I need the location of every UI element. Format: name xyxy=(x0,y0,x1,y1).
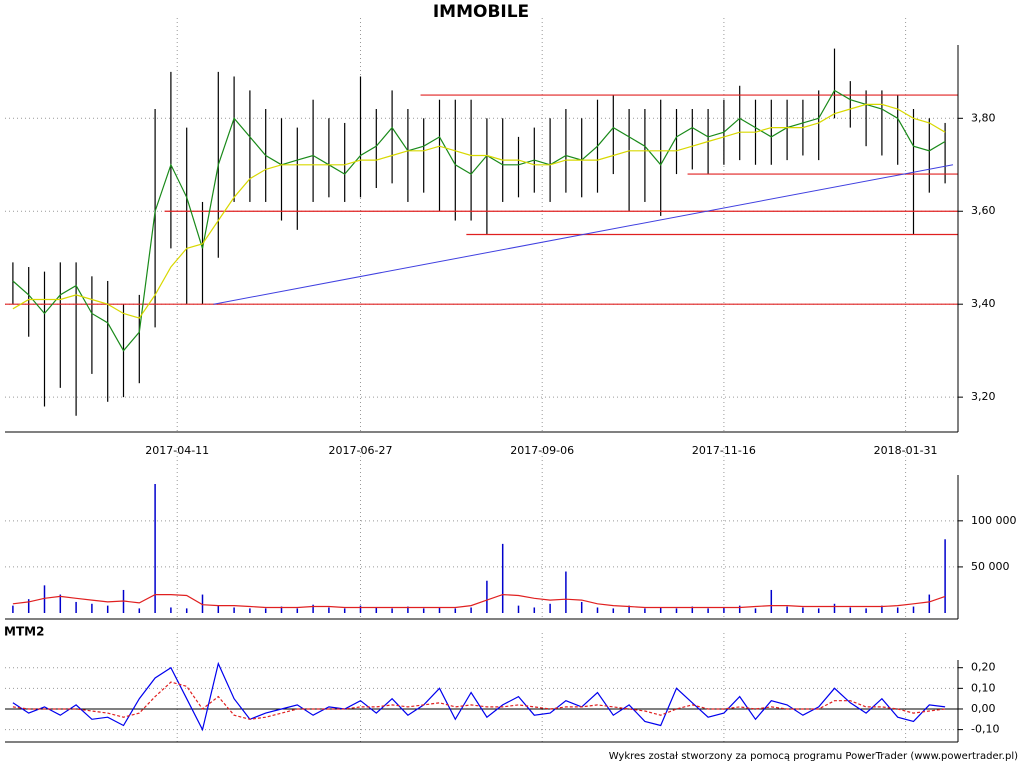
panel-title: MTM2 xyxy=(4,625,44,639)
trend-line xyxy=(213,164,954,305)
y-tick-label: 50 000 xyxy=(971,560,1010,573)
y-tick-label: 3,20 xyxy=(971,390,996,403)
y-tick-label: 3,60 xyxy=(971,204,996,217)
x-tick-label: 2017-04-11 xyxy=(145,444,209,457)
x-tick-label: 2017-06-27 xyxy=(329,444,393,457)
series-line xyxy=(12,103,946,319)
y-tick-label: 0,10 xyxy=(971,681,996,694)
x-tick-label: 2018-01-31 xyxy=(874,444,938,457)
y-tick-label: 3,40 xyxy=(971,297,996,310)
y-tick-label: -0,10 xyxy=(971,723,999,736)
x-tick-label: 2017-09-06 xyxy=(510,444,574,457)
series-line xyxy=(12,89,946,352)
chart-title: IMMOBILE xyxy=(433,2,529,22)
y-tick-label: 0,20 xyxy=(971,661,996,674)
series-line xyxy=(12,593,946,609)
x-tick-label: 2017-11-16 xyxy=(692,444,756,457)
series-line xyxy=(12,661,946,732)
y-tick-label: 0,00 xyxy=(971,702,996,715)
y-tick-label: 3,80 xyxy=(971,111,996,124)
y-tick-label: 100 000 xyxy=(971,514,1017,527)
footer: Wykres został stworzony za pomocą progra… xyxy=(609,751,1018,762)
